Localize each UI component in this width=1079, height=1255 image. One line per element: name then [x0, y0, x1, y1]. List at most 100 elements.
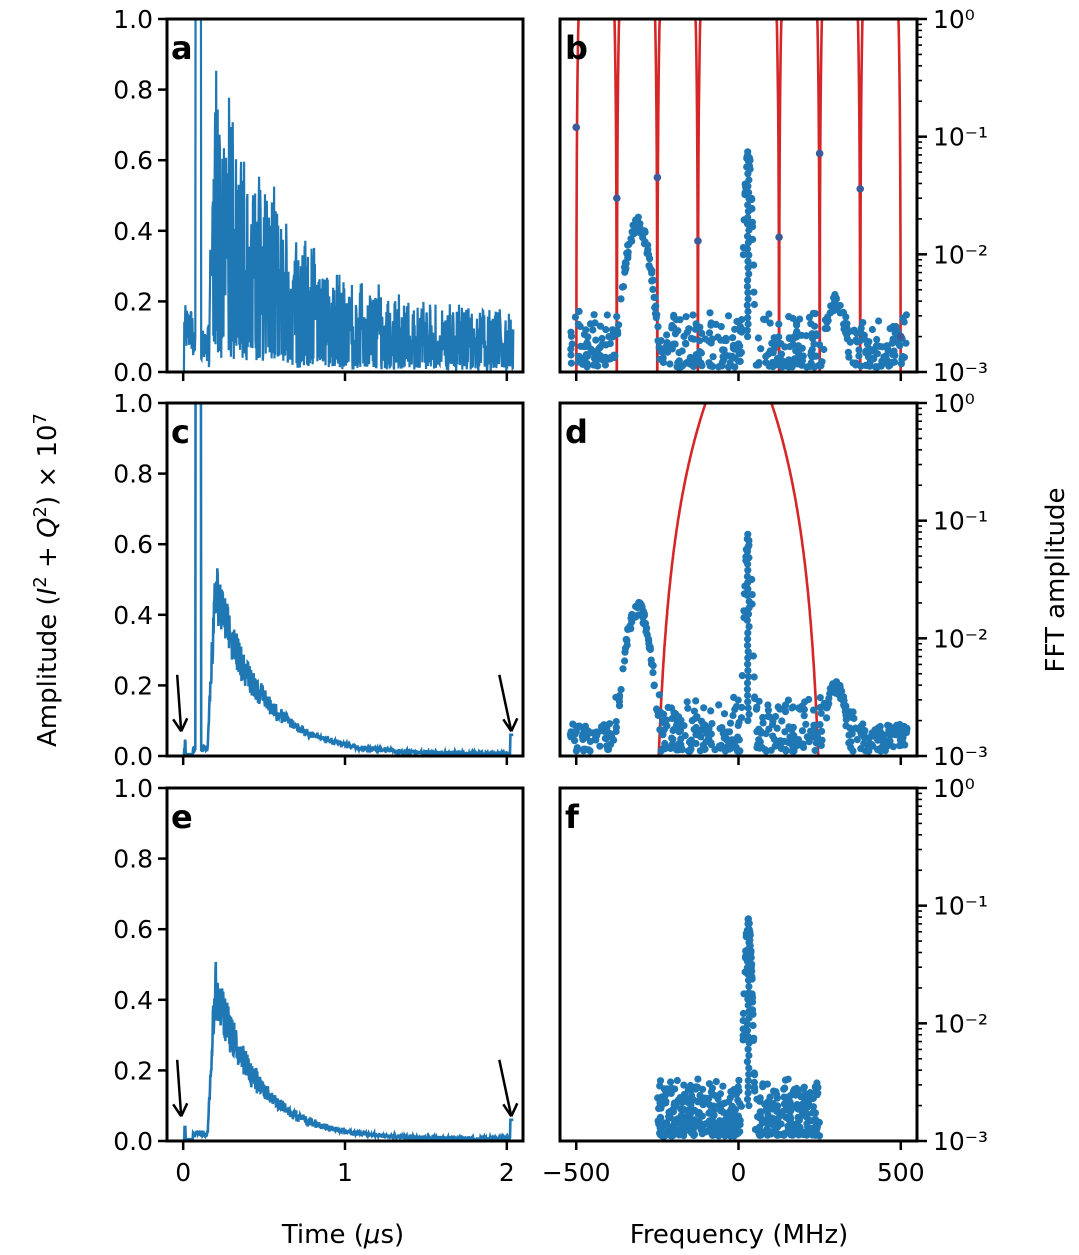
- ytick-label: 10⁻²: [933, 624, 988, 653]
- fft-point: [870, 355, 878, 363]
- fft-point: [649, 662, 657, 670]
- fft-point: [696, 727, 704, 735]
- fft-point: [727, 1088, 735, 1096]
- fft-point: [775, 354, 783, 362]
- fft-point: [881, 747, 890, 755]
- fft-point: [656, 1102, 664, 1110]
- fft-point: [744, 995, 752, 1003]
- fft-point: [744, 239, 753, 247]
- ytick-label: 10⁻¹: [933, 123, 988, 152]
- fft-point: [660, 726, 668, 734]
- fft-point: [676, 1094, 684, 1102]
- fft-point: [743, 926, 752, 934]
- fft-point: [686, 1081, 695, 1090]
- ytick-label: 0.0: [113, 358, 153, 387]
- fft-point: [875, 317, 883, 325]
- fft-point: [698, 362, 706, 370]
- panel-b: 10⁰ 10⁻¹ 10⁻² 10⁻³ b: [558, 5, 988, 387]
- fft-point: [708, 1107, 716, 1115]
- fft-point: [789, 335, 797, 343]
- fft-point: [575, 307, 583, 315]
- fft-point: [715, 363, 723, 371]
- fft-point: [696, 337, 704, 345]
- fft-point: [706, 309, 714, 317]
- ytick-label: 10⁻¹: [933, 892, 988, 921]
- fft-point: [719, 729, 727, 737]
- fft-point: [857, 328, 865, 336]
- fft-point: [775, 320, 783, 328]
- fft-point: [880, 353, 888, 361]
- fft-point: [796, 1123, 804, 1131]
- fft-point: [798, 702, 806, 710]
- fft-point: [743, 282, 752, 291]
- fft-point: [709, 353, 717, 361]
- notch-point: [653, 173, 662, 182]
- fft-point: [750, 1078, 759, 1086]
- fft-point: [873, 335, 881, 344]
- ytick-label: 0.6: [113, 915, 153, 944]
- xlabel-time: Time (μs): [281, 1220, 404, 1250]
- fft-point: [853, 736, 861, 744]
- fft-point: [664, 703, 672, 712]
- fft-point: [708, 1084, 717, 1092]
- fft-point: [781, 701, 790, 709]
- fft-point: [777, 1120, 785, 1128]
- fft-point: [726, 719, 735, 727]
- fft-point: [699, 720, 707, 728]
- fft-point: [685, 738, 694, 746]
- fft-point: [590, 311, 598, 319]
- fft-point: [735, 349, 743, 357]
- fft-point: [659, 717, 667, 725]
- fft-point: [783, 1093, 791, 1101]
- fft-point: [823, 324, 831, 333]
- fft-point: [773, 1090, 781, 1099]
- ytick-label: 10⁻³: [933, 742, 988, 771]
- fft-point: [640, 228, 648, 236]
- fft-point: [745, 195, 753, 203]
- fft-point: [744, 213, 752, 222]
- fft-point: [634, 218, 642, 226]
- fft-point: [654, 323, 662, 331]
- fft-point: [623, 636, 631, 645]
- fft-point: [781, 1084, 789, 1092]
- notch-point: [612, 194, 621, 202]
- fft-point: [658, 1095, 666, 1103]
- fft-point: [663, 331, 671, 339]
- panel-f: 10⁰ 10⁻¹ 10⁻² 10⁻³ −500 0 500 f: [542, 774, 988, 1187]
- fft-point: [744, 1033, 752, 1041]
- fft-point: [628, 611, 636, 619]
- fft-point: [687, 1101, 695, 1109]
- fft-point: [745, 1064, 753, 1072]
- fft-point: [830, 294, 838, 302]
- fft-point: [758, 744, 766, 752]
- ytick-label: 10⁻²: [933, 1009, 988, 1038]
- fft-point: [738, 703, 746, 712]
- fft-point: [785, 1116, 794, 1124]
- fft-point: [783, 1104, 791, 1112]
- panel-e: 0.0 0.2 0.4 0.6 0.8 1.0 0 1 2 e: [113, 774, 525, 1187]
- fft-point: [803, 363, 811, 371]
- fft-point: [743, 641, 752, 650]
- fft-point: [711, 746, 719, 754]
- fft-point: [744, 951, 752, 959]
- fft-point: [656, 1077, 665, 1085]
- fft-point: [743, 616, 751, 624]
- fft-point: [849, 327, 857, 335]
- fft-point: [781, 1076, 790, 1084]
- frame-e: [165, 786, 525, 1143]
- ytick-label: 0.0: [113, 742, 153, 771]
- fft-point: [750, 1069, 758, 1077]
- fft-point: [687, 334, 696, 342]
- fft-point: [817, 709, 825, 717]
- xtick-label: 0: [175, 1158, 191, 1187]
- panel-d: 10⁰ 10⁻¹ 10⁻² 10⁻³ d: [558, 389, 988, 771]
- fft-point: [645, 637, 653, 645]
- fft-point: [685, 1095, 693, 1103]
- fft-point: [724, 312, 733, 320]
- fft-point: [744, 1076, 752, 1085]
- fft-point: [681, 732, 689, 740]
- fft-point: [888, 359, 896, 367]
- fft-point: [670, 744, 678, 752]
- fft-point: [795, 1131, 803, 1139]
- arrow-t0: [175, 1059, 183, 1117]
